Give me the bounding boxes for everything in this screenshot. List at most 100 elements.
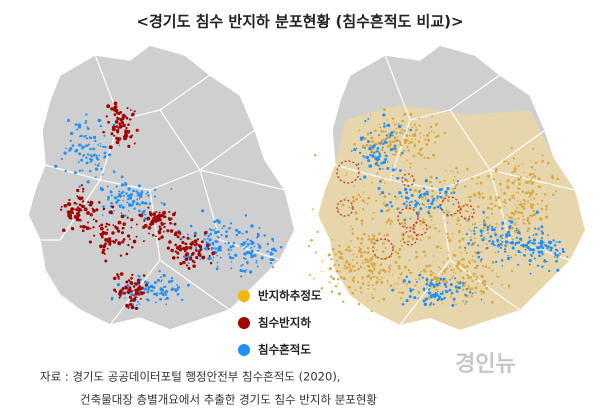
map-point (395, 168, 397, 170)
map-point (541, 265, 544, 268)
map-point (365, 143, 369, 147)
map-point (369, 137, 372, 139)
map-point (167, 280, 171, 284)
map-point (69, 139, 72, 143)
map-point (198, 249, 202, 252)
map-point (428, 203, 430, 205)
map-point (157, 230, 161, 234)
map-point (176, 292, 180, 296)
province-shape (27, 44, 296, 331)
map-point (556, 268, 560, 272)
map-point (148, 232, 150, 235)
map-point (157, 278, 161, 282)
map-point (481, 196, 485, 200)
map-point (519, 200, 522, 203)
map-point (429, 303, 432, 306)
map-point (525, 176, 528, 179)
map-point (163, 222, 166, 225)
map-point (543, 244, 546, 246)
map-point (437, 297, 441, 301)
map-point (431, 114, 434, 117)
map-point (511, 226, 514, 230)
map-point (456, 218, 460, 222)
map-point (74, 123, 78, 126)
map-point (193, 239, 198, 244)
map-point (158, 218, 162, 222)
map-point (378, 151, 381, 154)
map-point (423, 302, 427, 307)
map-point (467, 242, 471, 245)
map-point (106, 228, 109, 231)
map-point (363, 146, 366, 149)
map-point (518, 237, 523, 241)
map-point (373, 267, 376, 271)
map-point (435, 292, 439, 297)
map-point (516, 206, 519, 209)
map-point (170, 279, 174, 283)
map-point (216, 254, 218, 257)
map-point (492, 228, 496, 232)
map-point (425, 264, 429, 268)
map-point (511, 171, 514, 174)
map-point (402, 149, 406, 152)
map-point (108, 145, 113, 150)
map-point (142, 240, 145, 243)
map-point (475, 273, 477, 275)
map-point (249, 239, 253, 243)
map-point (455, 264, 459, 268)
map-point (378, 278, 381, 281)
map-point (117, 275, 120, 279)
map-point (92, 218, 95, 221)
map-point (519, 176, 523, 179)
map-point (113, 288, 117, 292)
map-point (244, 258, 247, 261)
map-point (441, 202, 444, 205)
map-point (425, 143, 429, 146)
map-point (230, 249, 233, 251)
map-point (71, 227, 75, 231)
map-point (458, 245, 462, 249)
map-point (431, 189, 434, 193)
map-point (244, 214, 248, 217)
map-point (462, 281, 465, 285)
map-point (380, 129, 383, 133)
map-point (105, 115, 108, 118)
map-point (552, 239, 555, 242)
map-point (446, 232, 449, 236)
map-point (75, 202, 78, 205)
map-point (135, 223, 138, 226)
map-point (101, 250, 105, 254)
map-point (475, 226, 478, 229)
map-point (407, 268, 411, 272)
map-point (102, 205, 105, 208)
map-point (351, 279, 354, 282)
map-point (503, 191, 506, 195)
map-point (429, 175, 433, 179)
map-point (396, 196, 399, 199)
map-point (208, 238, 212, 242)
map-point (76, 188, 80, 193)
map-point (137, 281, 141, 285)
map-point (468, 228, 470, 231)
map-point (465, 232, 469, 236)
map-point (456, 223, 459, 226)
map-point (368, 164, 372, 168)
map-point (170, 289, 174, 292)
map-point (455, 184, 458, 187)
map-point (432, 153, 436, 157)
map-point (455, 290, 458, 293)
map-point (464, 281, 467, 284)
map-point (424, 297, 428, 301)
map-point (92, 147, 96, 151)
map-point (115, 136, 119, 140)
map-point (357, 281, 360, 284)
map-point (391, 174, 394, 177)
map-point (352, 199, 356, 203)
map-point (245, 245, 248, 248)
map-point (529, 191, 532, 195)
map-point (94, 167, 99, 171)
map-point (125, 303, 130, 308)
map-point (118, 204, 122, 208)
map-point (184, 257, 189, 262)
map-point (353, 143, 356, 146)
